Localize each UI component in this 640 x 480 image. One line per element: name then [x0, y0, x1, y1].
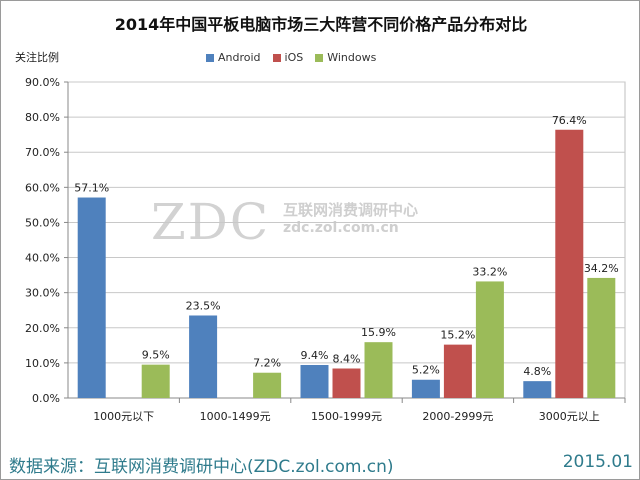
data-label-windows-4: 34.2%	[584, 262, 619, 275]
chart-title: 2014年中国平板电脑市场三大阵营不同价格产品分布对比	[114, 15, 528, 34]
data-label-ios-3: 15.2%	[440, 329, 475, 342]
x-tick-label: 1000元以下	[93, 410, 154, 423]
x-tick-label: 3000元以上	[539, 410, 600, 423]
data-source: 数据来源：互联网消费调研中心(ZDC.zol.com.cn)	[9, 457, 394, 477]
publish-date: 2015.01	[562, 452, 633, 472]
legend-swatch-windows	[315, 53, 324, 62]
data-label-ios-2: 8.4%	[333, 353, 361, 366]
y-tick-label: 20.0%	[25, 322, 60, 335]
y-tick-label: 0.0%	[32, 392, 60, 405]
data-label-android-4: 4.8%	[523, 365, 551, 378]
data-label-windows-0: 9.5%	[142, 349, 170, 362]
bar-ios-3	[443, 344, 472, 398]
bar-windows-3	[475, 281, 504, 398]
x-tick-label: 1500-1999元	[311, 410, 382, 423]
legend-swatch-ios	[272, 53, 281, 62]
bar-android-0	[77, 197, 106, 398]
legend-item-ios: iOS	[272, 51, 304, 64]
y-tick-label: 40.0%	[25, 252, 60, 265]
bar-android-2	[300, 364, 329, 398]
legend-item-android: Android	[206, 51, 261, 64]
x-tick-label: 1000-1499元	[200, 410, 271, 423]
data-label-android-0: 57.1%	[74, 182, 109, 195]
y-tick-label: 70.0%	[25, 146, 60, 159]
legend-swatch-android	[206, 53, 214, 62]
bar-windows-1	[253, 372, 282, 398]
y-axis-label: 关注比例	[15, 51, 59, 64]
legend-label-windows: Windows	[327, 51, 377, 64]
data-label-android-3: 5.2%	[412, 364, 440, 377]
bar-windows-4	[587, 277, 616, 398]
bar-ios-4	[555, 129, 584, 399]
data-label-ios-4: 76.4%	[552, 114, 587, 127]
legend-label-ios: iOS	[284, 51, 304, 64]
data-label-android-2: 9.4%	[301, 349, 329, 362]
footer: 数据来源：互联网消费调研中心(ZDC.zol.com.cn) 2015.01	[9, 452, 633, 477]
bar-android-1	[189, 315, 218, 398]
data-label-android-1: 23.5%	[186, 299, 221, 312]
data-label-windows-3: 33.2%	[472, 265, 507, 278]
bar-windows-2	[364, 342, 393, 398]
bar-android-3	[411, 379, 440, 398]
x-tick-label: 2000-2999元	[422, 410, 493, 423]
y-tick-label: 80.0%	[25, 111, 60, 124]
bar-chart: 0.0% 10.0% 20.0% 30.0% 40.0% 50.0% 60.0% 70.0% 8…	[25, 76, 626, 423]
y-tick-label: 10.0%	[25, 357, 60, 370]
legend-item-windows: Windows	[315, 51, 376, 64]
legend: Android iOS Windows	[206, 51, 376, 64]
legend-label-android: Android	[218, 51, 261, 64]
bar-android-4	[523, 381, 552, 398]
y-tick-label: 60.0%	[25, 181, 60, 194]
y-tick-label: 90.0%	[25, 76, 60, 89]
data-label-windows-1: 7.2%	[253, 357, 281, 370]
data-label-windows-2: 15.9%	[361, 326, 396, 339]
y-tick-label: 30.0%	[25, 287, 60, 300]
bar-ios-2	[332, 368, 361, 398]
y-tick-label: 50.0%	[25, 216, 60, 229]
bar-windows-0	[141, 364, 170, 398]
